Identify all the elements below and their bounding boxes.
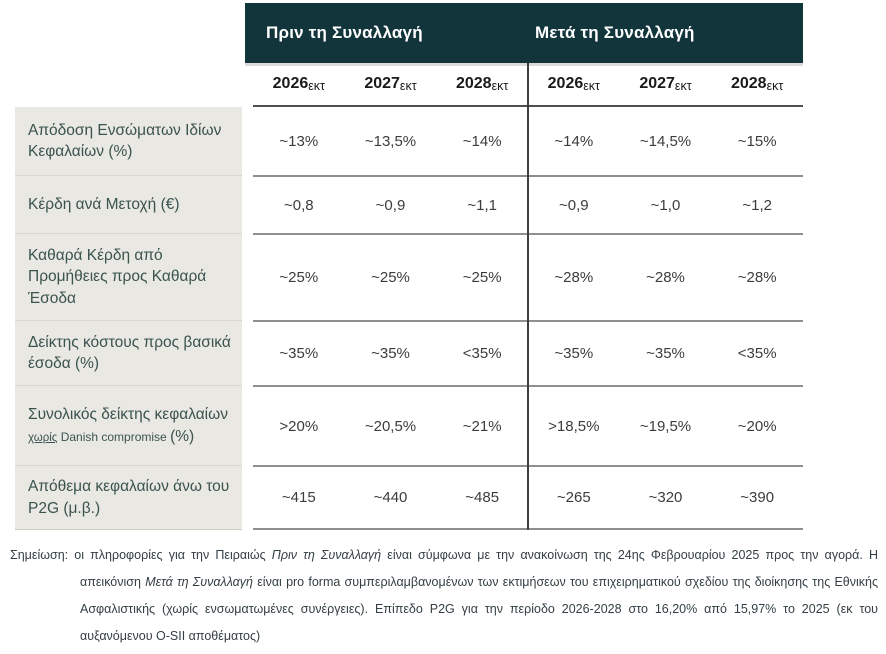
value-cell: ~14,5% <box>639 132 692 150</box>
year-label: 2028 <box>455 75 492 92</box>
year-estimate-suffix: εκτ <box>491 78 509 93</box>
value-cell: ~415 <box>281 489 316 506</box>
row-label-main: Συνολικός δείκτης κεφαλαίων <box>28 406 228 424</box>
year-estimate-suffix: εκτ <box>766 78 784 93</box>
footnote-text: είναι pro forma συμπεριλαμβανομένων των … <box>80 575 878 643</box>
value-cell: ~25% <box>462 269 502 286</box>
value-cell: ~1,2 <box>742 196 772 214</box>
row-label-capital-buffer: Απόθεμα κεφαλαίων άνω του P2G (μ.β.) <box>15 465 242 529</box>
group-divider-line <box>527 63 529 530</box>
group-header-after: Μετά τη Συναλλαγή <box>535 23 695 42</box>
value-cell: >18,5% <box>548 417 600 435</box>
value-cell: ~35% <box>554 345 594 362</box>
group-header-before: Πριν τη Συναλλαγή <box>266 23 423 42</box>
value-cell: ~25% <box>371 269 410 286</box>
footnote: Σημείωση: οι πληροφορίες για την Πειραιώ… <box>10 542 878 650</box>
row-label-suffix: (%) <box>170 427 195 445</box>
value-cell: >20% <box>279 417 319 435</box>
row-label-text: Καθαρά Κέρδη από Προμήθειες προς Καθαρά … <box>28 246 207 307</box>
year-label: 2027 <box>364 75 400 92</box>
value-cell: <35% <box>737 345 777 362</box>
year-header-before-2027: 2027 εκτ <box>345 63 437 105</box>
year-header-before-2028: 2028 εκτ <box>436 63 528 105</box>
year-header-after-2028: 2028 εκτ <box>711 63 803 105</box>
value-cell: ~13% <box>279 132 319 150</box>
row-label-small-note: Danish compromise <box>57 429 171 444</box>
row-label-cost-income: Δείκτης κόστους προς βασικά έσοδα (%) <box>15 320 242 385</box>
row-label-text: Κέρδη ανά Μετοχή (€) <box>28 195 180 213</box>
value-cell: ~21% <box>462 417 502 435</box>
footnote-italic-before: Πριν τη Συναλλαγή <box>271 548 382 562</box>
value-cell: ~0,9 <box>559 196 589 214</box>
year-label: 2027 <box>639 75 675 92</box>
value-cell: ~440 <box>373 489 408 506</box>
row-label-eps: Κέρδη ανά Μετοχή (€) <box>15 175 242 233</box>
year-header-before-2026: 2026 εκτ <box>253 63 345 105</box>
value-cell: ~35% <box>646 345 685 362</box>
row-label-underlined-note: χωρίς <box>28 431 58 444</box>
year-label: 2026 <box>272 75 309 92</box>
year-estimate-suffix: εκτ <box>399 78 417 93</box>
value-cell: ~28% <box>737 269 777 286</box>
year-header-after-2027: 2027 εκτ <box>620 63 712 105</box>
value-cell: ~14% <box>462 132 502 150</box>
group-header-band: Πριν τη Συναλλαγή Μετά τη Συναλλαγή <box>245 3 803 63</box>
value-cell: ~1,1 <box>467 196 497 214</box>
value-cell: ~15% <box>737 132 777 150</box>
value-cell: ~390 <box>740 489 775 506</box>
row-label-fee-income: Καθαρά Κέρδη από Προμήθειες προς Καθαρά … <box>15 233 242 320</box>
value-cell: ~28% <box>554 269 594 286</box>
value-cell: ~28% <box>646 269 685 286</box>
row-label-text: Συνολικός δείκτης κεφαλαίων χωρίς Danish… <box>28 404 234 447</box>
value-cell: ~0,8 <box>284 196 314 214</box>
footnote-text: Σημείωση: οι πληροφορίες για την Πειραιώ… <box>10 548 272 562</box>
metric-label-column: Απόδοση Ενσώματων Ιδίων Κεφαλαίων (%) Κέ… <box>15 107 242 530</box>
value-cell: ~265 <box>556 489 591 506</box>
year-label: 2028 <box>730 75 767 92</box>
value-cell: ~1,0 <box>650 196 681 214</box>
row-label-text: Απόθεμα κεφαλαίων άνω του P2G (μ.β.) <box>28 478 230 517</box>
year-header-after-2026: 2026 εκτ <box>528 63 620 105</box>
row-label-text: Απόδοση Ενσώματων Ιδίων Κεφαλαίων (%) <box>28 121 222 160</box>
row-label-text: Δείκτης κόστους προς βασικά έσοδα (%) <box>28 333 231 372</box>
row-label-total-capital: Συνολικός δείκτης κεφαλαίων χωρίς Danish… <box>15 385 242 465</box>
value-cell: ~0,9 <box>375 196 406 214</box>
footnote-italic-after: Μετά τη Συναλλαγή <box>145 575 253 589</box>
year-estimate-suffix: εκτ <box>583 78 600 93</box>
value-cell: ~485 <box>465 489 500 506</box>
value-cell: ~14% <box>554 132 594 150</box>
value-cell: ~20,5% <box>364 417 417 435</box>
row-label-roe: Απόδοση Ενσώματων Ιδίων Κεφαλαίων (%) <box>15 107 242 175</box>
value-cell: ~20% <box>737 417 777 435</box>
value-cell: ~35% <box>279 345 319 362</box>
value-cell: ~320 <box>648 489 683 506</box>
year-estimate-suffix: εκτ <box>674 78 692 93</box>
value-cell: <35% <box>462 345 502 362</box>
table-row: ~13% ~13,5% ~14% ~14% ~14,5% ~15% <box>253 107 803 175</box>
value-cell: ~35% <box>371 345 410 362</box>
year-estimate-suffix: εκτ <box>308 78 325 93</box>
value-cell: ~13,5% <box>364 132 417 150</box>
value-cell: ~19,5% <box>639 417 692 435</box>
value-cell: ~25% <box>279 269 319 286</box>
year-label: 2026 <box>547 75 584 92</box>
footnote-text: είναι σύμφωνα με την ανακοίνωση της 24ης… <box>80 548 879 589</box>
